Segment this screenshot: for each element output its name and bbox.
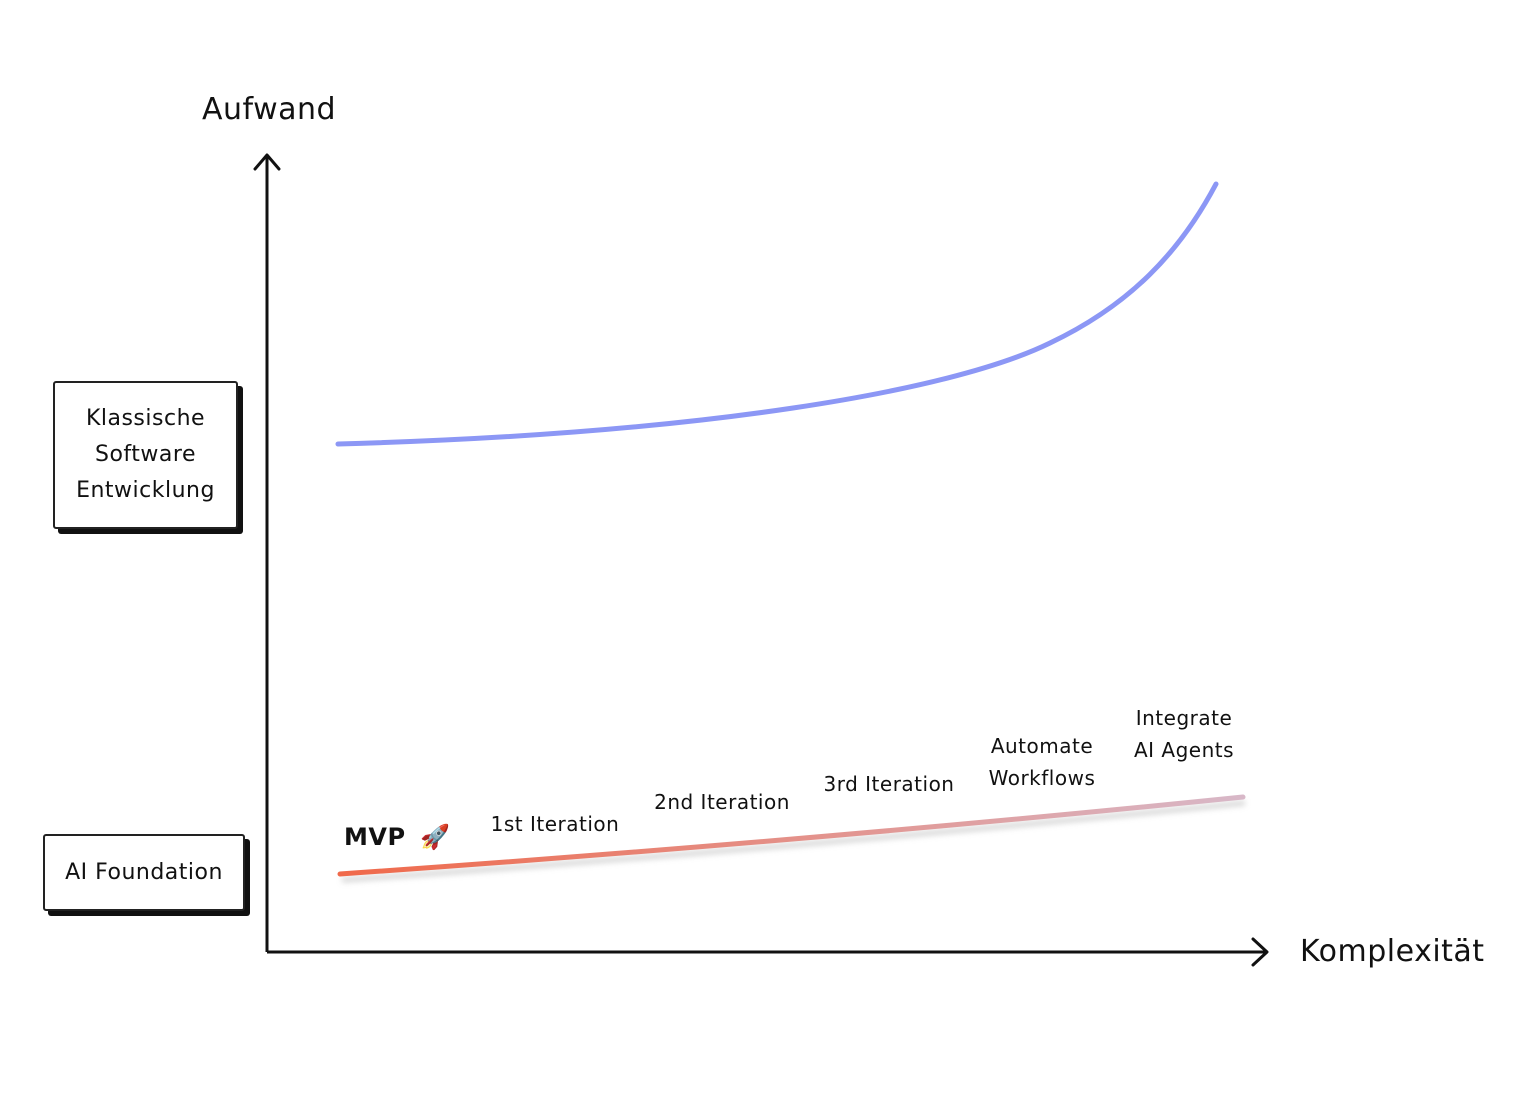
mvp-label: MVP 🚀 — [344, 823, 451, 851]
up-arrow-icon — [253, 153, 281, 171]
ai-foundation-box: AI Foundation — [43, 834, 245, 911]
classic-software-curve — [335, 181, 1219, 447]
ai-curve-shadow — [341, 800, 1246, 883]
mvp-text: MVP — [344, 823, 406, 851]
milestone-1st-iteration: 1st Iteration — [490, 812, 620, 836]
right-arrow-icon — [1251, 937, 1269, 967]
ai-foundation-curve — [337, 794, 1246, 877]
milestone-2nd-iteration: 2nd Iteration — [654, 790, 790, 814]
milestone-automate-workflows: Automate Workflows — [988, 734, 1096, 790]
y-axis-label: Aufwand — [202, 92, 337, 127]
milestone-3rd-iteration: 3rd Iteration — [823, 772, 955, 796]
rocket-icon: 🚀 — [420, 823, 451, 851]
x-axis-label: Komplexität — [1300, 934, 1485, 969]
milestone-integrate-ai-agents: Integrate AI Agents — [1133, 706, 1235, 762]
classic-software-box: Klassische Software Entwicklung — [53, 381, 238, 529]
